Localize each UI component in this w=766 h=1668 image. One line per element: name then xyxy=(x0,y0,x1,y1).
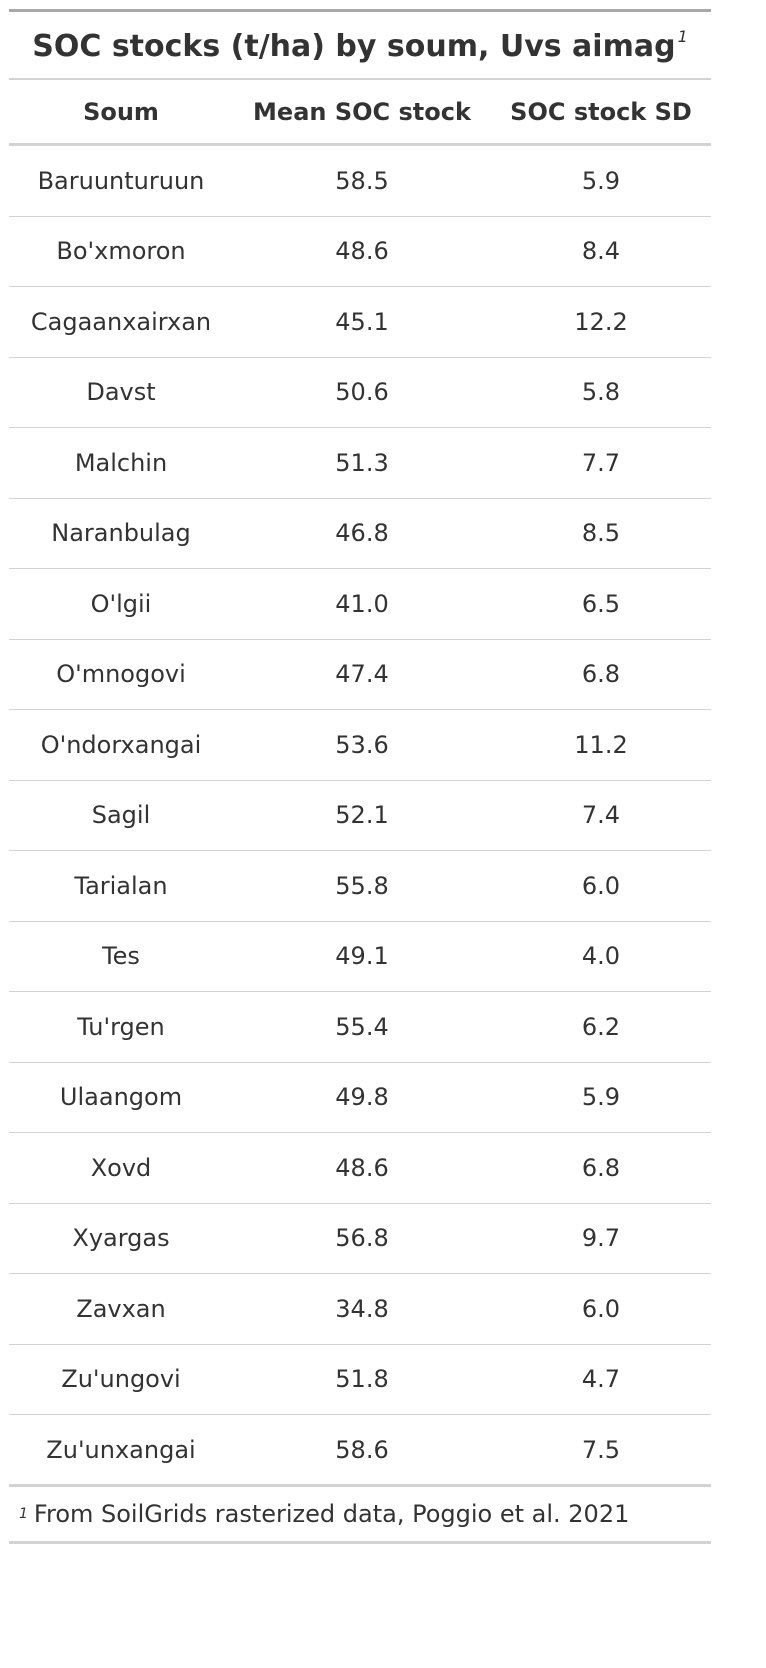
cell-mean-soc: 58.5 xyxy=(335,166,389,195)
cell-mean-soc: 48.6 xyxy=(335,1153,389,1182)
cell-soum: O'mnogovi xyxy=(56,660,186,689)
cell-soum: Davst xyxy=(86,378,156,407)
cell-mean-soc: 52.1 xyxy=(335,801,389,830)
cell-soum: Zavxan xyxy=(76,1294,166,1323)
cell-soum: Naranbulag xyxy=(51,519,191,548)
table-row: Malchin 51.3 7.7 xyxy=(9,428,711,499)
cell-mean-soc: 58.6 xyxy=(335,1435,389,1464)
cell-soc-sd: 4.7 xyxy=(581,1365,621,1394)
cell-soum: Xovd xyxy=(90,1153,152,1182)
table-row: Davst 50.6 5.8 xyxy=(9,358,711,428)
table-row: Naranbulag 46.8 8.5 xyxy=(9,499,711,569)
table-row: O'mnogovi 47.4 6.8 xyxy=(9,640,711,710)
cell-soc-sd: 6.8 xyxy=(581,660,621,689)
table-title-text: SOC stocks (t/ha) by soum, Uvs aimag xyxy=(32,28,676,64)
cell-soc-sd: 8.4 xyxy=(581,237,621,266)
cell-soum: Tu'rgen xyxy=(77,1012,165,1041)
cell-soc-sd: 6.0 xyxy=(581,871,621,900)
column-header-mean-soc: Mean SOC stock xyxy=(253,97,471,126)
table-row: Tu'rgen 55.4 6.2 xyxy=(9,992,711,1063)
cell-soc-sd: 8.5 xyxy=(581,519,621,548)
cell-soum: Malchin xyxy=(74,448,168,477)
cell-soc-sd: 6.0 xyxy=(581,1294,621,1323)
cell-soum: Tarialan xyxy=(74,871,168,900)
table-body: Baruunturuun 58.5 5.9 Bo'xmoron 48.6 8.4 Cagaa… xyxy=(9,146,711,1487)
cell-soc-sd: 11.2 xyxy=(574,730,628,759)
cell-soc-sd: 5.8 xyxy=(581,378,621,407)
cell-soum: Tes xyxy=(102,942,140,971)
cell-mean-soc: 34.8 xyxy=(335,1294,389,1323)
table-row: Sagil 52.1 7.4 xyxy=(9,781,711,851)
cell-mean-soc: 49.1 xyxy=(335,942,389,971)
table-row: Zavxan 34.8 6.0 xyxy=(9,1274,711,1345)
cell-mean-soc: 41.0 xyxy=(335,589,389,618)
table-row: Baruunturuun 58.5 5.9 xyxy=(9,146,711,217)
cell-mean-soc: 46.8 xyxy=(335,519,389,548)
cell-soum: Bo'xmoron xyxy=(56,237,186,266)
cell-soc-sd: 6.8 xyxy=(581,1153,621,1182)
column-header-soum: Soum xyxy=(83,97,159,126)
cell-mean-soc: 48.6 xyxy=(335,237,389,266)
cell-mean-soc: 47.4 xyxy=(335,660,389,689)
cell-soum: Cagaanxairxan xyxy=(30,307,212,336)
cell-mean-soc: 55.8 xyxy=(335,871,389,900)
table-title-row: SOC stocks (t/ha) by soum, Uvs aimag 1 xyxy=(9,12,711,80)
cell-mean-soc: 51.3 xyxy=(335,448,389,477)
table-row: Zu'ungovi 51.8 4.7 xyxy=(9,1345,711,1415)
cell-soc-sd: 5.9 xyxy=(581,166,621,195)
cell-soc-sd: 12.2 xyxy=(574,307,628,336)
cell-mean-soc: 49.8 xyxy=(335,1083,389,1112)
table-title: SOC stocks (t/ha) by soum, Uvs aimag 1 xyxy=(32,27,688,64)
column-header-soc-sd: SOC stock SD xyxy=(510,97,692,126)
cell-mean-soc: 56.8 xyxy=(335,1224,389,1253)
cell-mean-soc: 51.8 xyxy=(335,1365,389,1394)
cell-mean-soc: 53.6 xyxy=(335,730,389,759)
cell-soum: O'lgii xyxy=(90,589,152,618)
cell-soc-sd: 7.7 xyxy=(581,448,621,477)
footnote-text: From SoilGrids rasterized data, Poggio e… xyxy=(33,1500,630,1528)
footnote-mark: 1 xyxy=(19,1506,28,1522)
cell-soum: Zu'unxangai xyxy=(46,1435,196,1464)
cell-soum: Xyargas xyxy=(72,1224,170,1253)
table-row: Tes 49.1 4.0 xyxy=(9,922,711,992)
cell-soc-sd: 6.2 xyxy=(581,1012,621,1041)
table-row: Xovd 48.6 6.8 xyxy=(9,1133,711,1204)
cell-mean-soc: 45.1 xyxy=(335,307,389,336)
table-row: Xyargas 56.8 9.7 xyxy=(9,1204,711,1274)
table-row: Bo'xmoron 48.6 8.4 xyxy=(9,217,711,287)
cell-soum: Sagil xyxy=(91,801,151,830)
table-row: Ulaangom 49.8 5.9 xyxy=(9,1063,711,1133)
table-row: Zu'unxangai 58.6 7.5 xyxy=(9,1415,711,1487)
title-footnote-mark: 1 xyxy=(677,26,688,46)
cell-mean-soc: 55.4 xyxy=(335,1012,389,1041)
cell-soc-sd: 4.0 xyxy=(581,942,621,971)
cell-mean-soc: 50.6 xyxy=(335,378,389,407)
table-row: O'lgii 41.0 6.5 xyxy=(9,569,711,640)
table-row: O'ndorxangai 53.6 11.2 xyxy=(9,710,711,781)
column-header-row: Soum Mean SOC stock SOC stock SD xyxy=(9,80,711,146)
soc-table: SOC stocks (t/ha) by soum, Uvs aimag 1 So… xyxy=(9,9,711,1544)
cell-soum: Ulaangom xyxy=(59,1083,183,1112)
cell-soc-sd: 5.9 xyxy=(581,1083,621,1112)
cell-soc-sd: 7.5 xyxy=(581,1435,621,1464)
cell-soc-sd: 7.4 xyxy=(581,801,621,830)
cell-soc-sd: 6.5 xyxy=(581,589,621,618)
cell-soum: Baruunturuun xyxy=(37,166,205,195)
table-footnote: 1 From SoilGrids rasterized data, Poggio… xyxy=(9,1487,711,1544)
cell-soc-sd: 9.7 xyxy=(581,1224,621,1253)
table-row: Tarialan 55.8 6.0 xyxy=(9,851,711,922)
cell-soum: Zu'ungovi xyxy=(61,1365,181,1394)
cell-soum: O'ndorxangai xyxy=(40,730,202,759)
table-row: Cagaanxairxan 45.1 12.2 xyxy=(9,287,711,358)
top-rule xyxy=(9,9,711,12)
